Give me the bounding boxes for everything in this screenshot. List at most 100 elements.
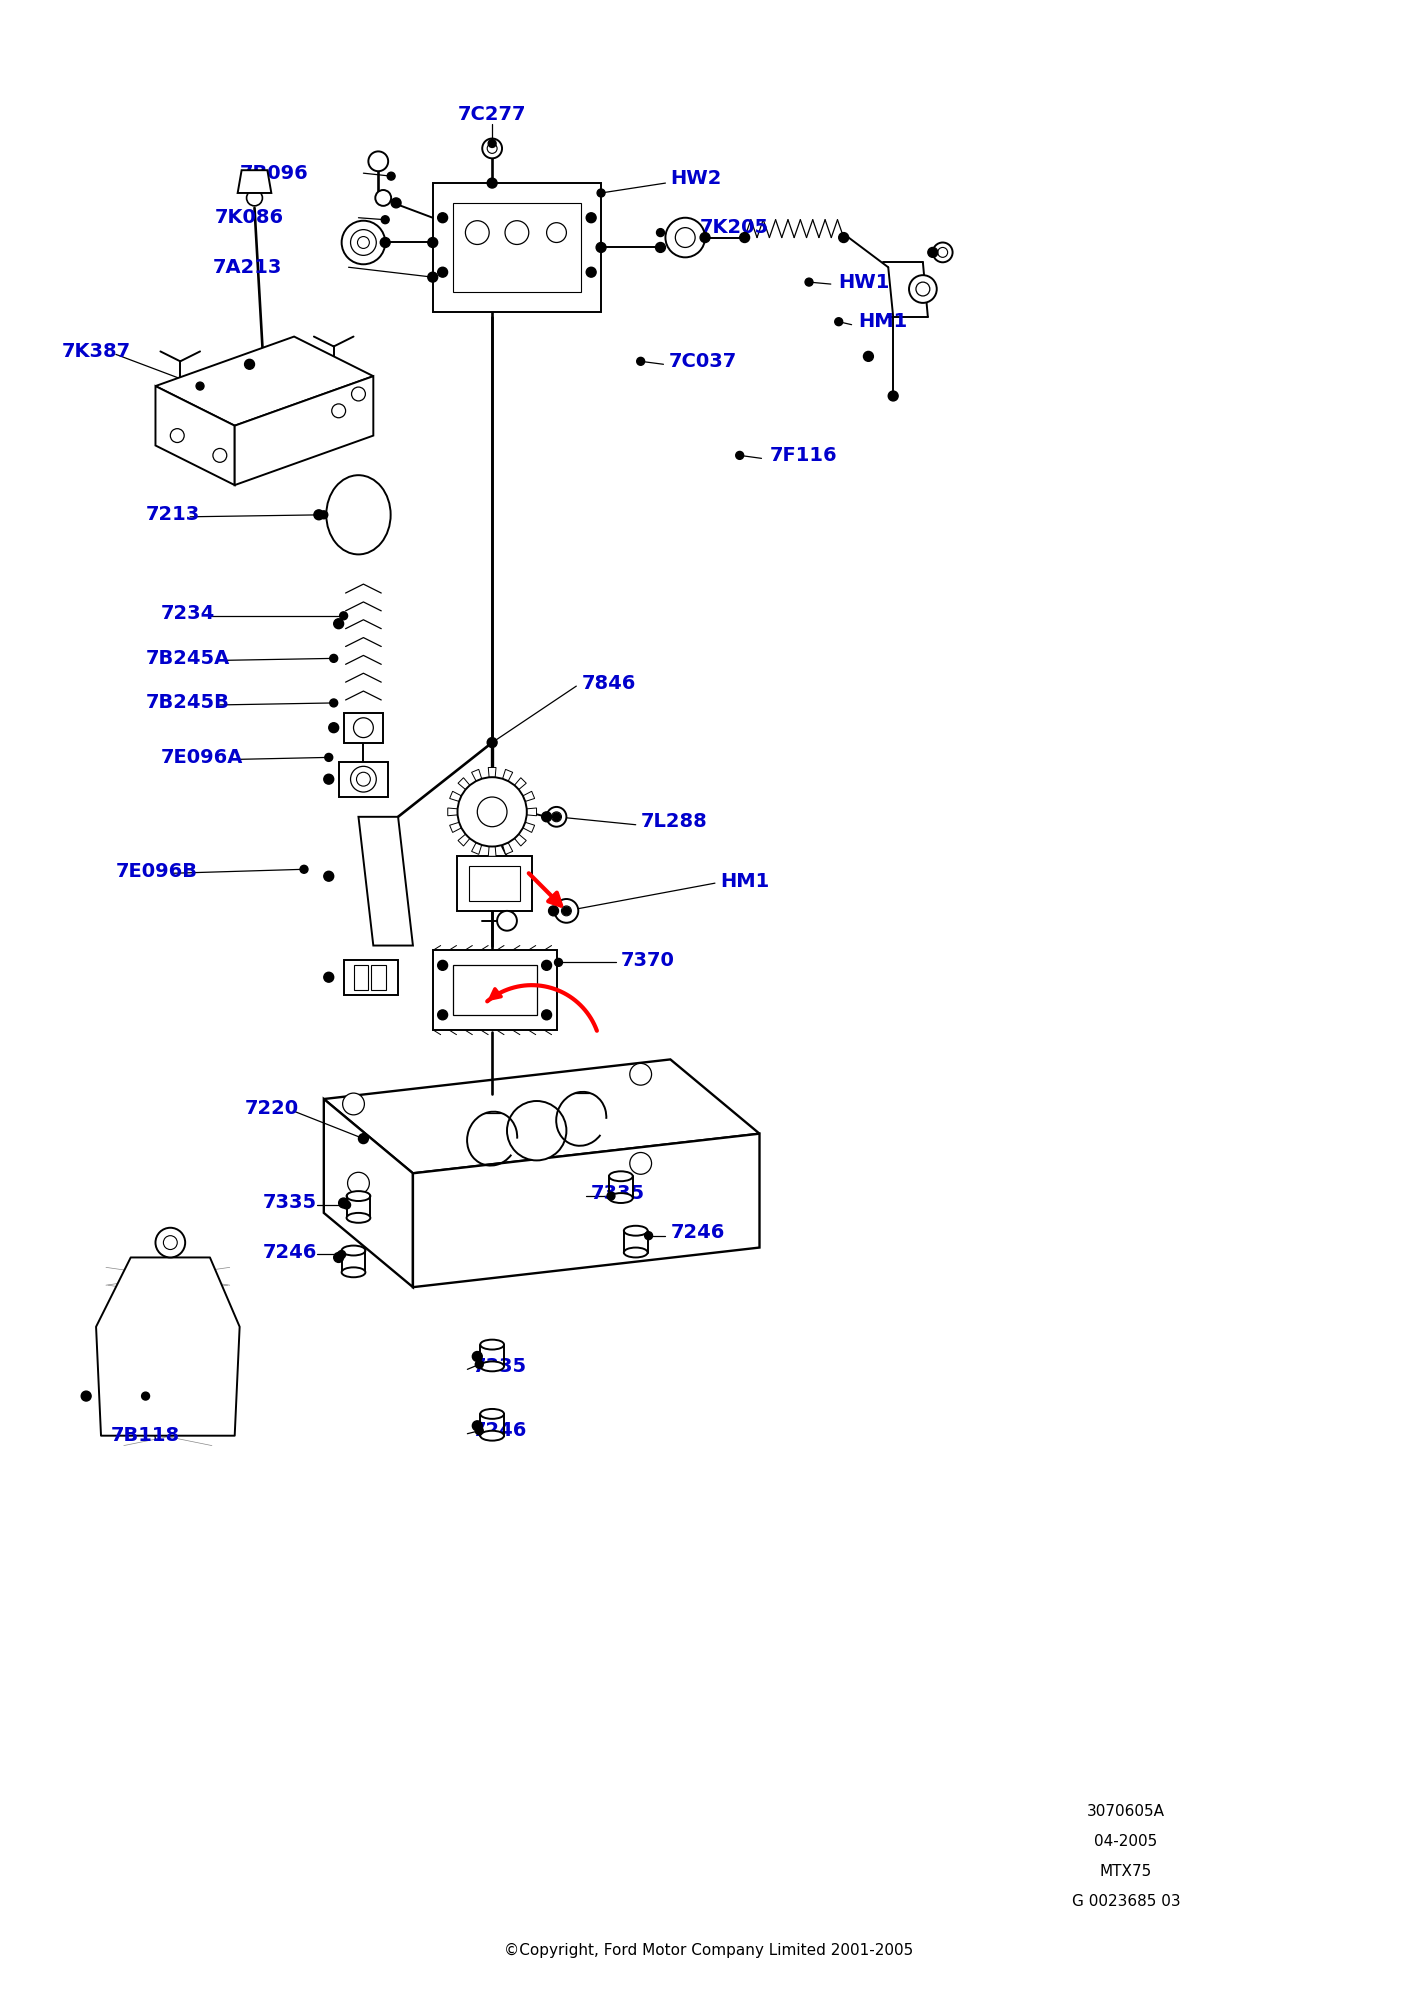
Circle shape (563, 906, 570, 914)
Circle shape (933, 242, 953, 262)
Circle shape (552, 812, 562, 822)
FancyBboxPatch shape (339, 762, 389, 798)
Circle shape (343, 1202, 350, 1208)
Circle shape (482, 138, 502, 158)
Circle shape (488, 140, 496, 148)
Text: 7B245A: 7B245A (146, 648, 230, 668)
Text: 7234: 7234 (160, 604, 214, 624)
Text: 7E096B: 7E096B (116, 862, 199, 880)
Circle shape (247, 190, 262, 206)
FancyBboxPatch shape (343, 712, 383, 742)
Circle shape (916, 282, 930, 296)
Polygon shape (323, 1100, 413, 1288)
Polygon shape (515, 778, 526, 790)
Polygon shape (488, 846, 496, 856)
Polygon shape (458, 778, 469, 790)
Circle shape (607, 1192, 615, 1200)
Circle shape (428, 272, 438, 282)
Circle shape (553, 812, 560, 820)
Circle shape (675, 228, 695, 248)
FancyBboxPatch shape (432, 184, 601, 312)
Ellipse shape (326, 476, 390, 554)
Circle shape (835, 318, 842, 326)
Text: 7B118: 7B118 (111, 1426, 180, 1446)
Circle shape (505, 220, 529, 244)
Circle shape (359, 1134, 369, 1144)
Text: G 0023685 03: G 0023685 03 (1072, 1894, 1180, 1908)
Text: 7246: 7246 (262, 1244, 316, 1262)
Circle shape (488, 178, 498, 188)
Polygon shape (502, 770, 513, 782)
Circle shape (630, 1064, 651, 1086)
Circle shape (301, 866, 308, 874)
Circle shape (542, 1010, 552, 1020)
Circle shape (927, 248, 937, 258)
Circle shape (387, 172, 396, 180)
FancyBboxPatch shape (452, 202, 581, 292)
Circle shape (320, 510, 328, 518)
Text: 7370: 7370 (621, 950, 675, 970)
Circle shape (554, 958, 563, 966)
Text: 7K086: 7K086 (216, 208, 284, 228)
Circle shape (428, 238, 438, 248)
Circle shape (350, 230, 376, 256)
Circle shape (838, 232, 848, 242)
Polygon shape (472, 770, 482, 782)
Text: HW1: HW1 (838, 272, 891, 292)
Polygon shape (156, 336, 373, 426)
Polygon shape (523, 792, 535, 802)
Polygon shape (523, 822, 535, 832)
Circle shape (488, 738, 496, 746)
Circle shape (586, 212, 596, 222)
Circle shape (428, 274, 437, 282)
Circle shape (323, 774, 333, 784)
Circle shape (508, 1102, 566, 1160)
Text: 7335: 7335 (262, 1194, 316, 1212)
Circle shape (888, 392, 898, 400)
Circle shape (630, 1152, 651, 1174)
Circle shape (347, 1172, 369, 1194)
Circle shape (323, 872, 333, 882)
Circle shape (170, 428, 184, 442)
Circle shape (488, 738, 498, 748)
Circle shape (333, 618, 343, 628)
Circle shape (340, 612, 347, 620)
Circle shape (330, 698, 337, 706)
Circle shape (549, 906, 559, 916)
Text: 7C277: 7C277 (458, 104, 526, 124)
Circle shape (645, 1232, 652, 1240)
Circle shape (655, 242, 665, 252)
Circle shape (438, 268, 448, 278)
Ellipse shape (346, 1212, 370, 1222)
Circle shape (596, 242, 605, 252)
Circle shape (542, 960, 552, 970)
Polygon shape (235, 376, 373, 486)
Polygon shape (450, 792, 461, 802)
Text: 7E096A: 7E096A (160, 748, 242, 766)
Circle shape (343, 1094, 364, 1114)
Text: HM1: HM1 (720, 872, 769, 890)
Polygon shape (526, 808, 536, 816)
Polygon shape (323, 1060, 760, 1174)
Polygon shape (450, 822, 461, 832)
Polygon shape (156, 386, 235, 486)
Ellipse shape (481, 1408, 503, 1418)
FancyBboxPatch shape (452, 966, 536, 1014)
Circle shape (376, 190, 391, 206)
Ellipse shape (481, 1430, 503, 1440)
Circle shape (359, 1134, 367, 1142)
Text: HW2: HW2 (671, 168, 722, 188)
Polygon shape (502, 842, 513, 854)
Circle shape (381, 216, 389, 224)
FancyBboxPatch shape (458, 856, 532, 910)
Circle shape (554, 898, 579, 922)
Circle shape (657, 228, 665, 236)
Circle shape (475, 1360, 484, 1368)
Circle shape (472, 1420, 482, 1430)
Ellipse shape (481, 1362, 503, 1372)
Circle shape (740, 232, 750, 242)
Circle shape (438, 960, 448, 970)
Polygon shape (448, 808, 458, 816)
Circle shape (472, 1352, 482, 1362)
FancyBboxPatch shape (469, 866, 520, 900)
